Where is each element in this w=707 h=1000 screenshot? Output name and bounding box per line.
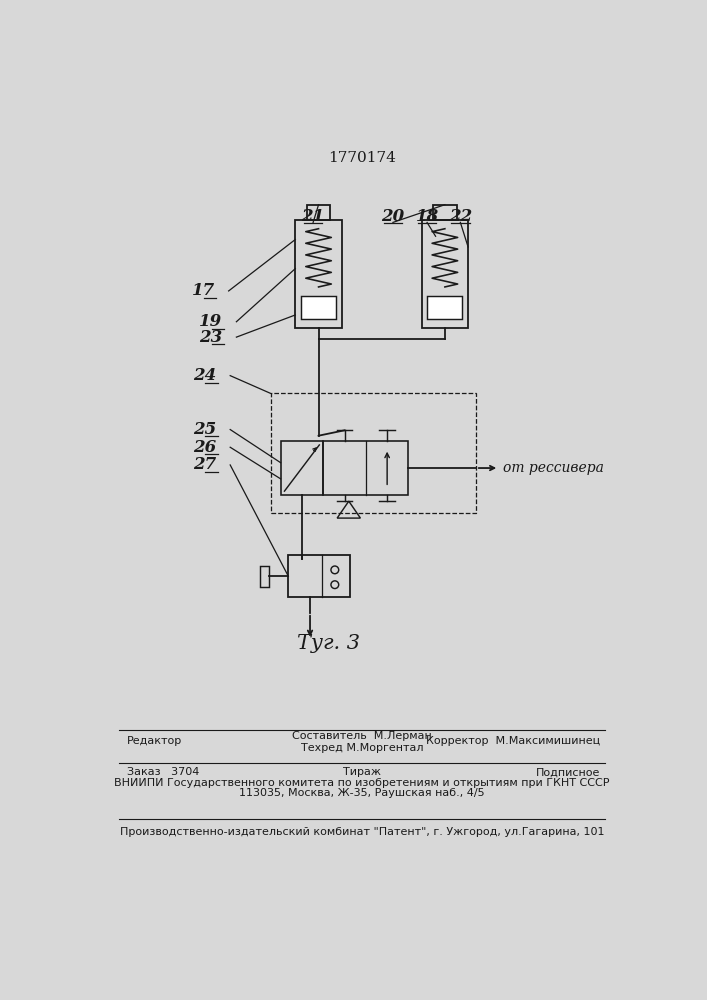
Text: ВНИИПИ Государственного комитета по изобретениям и открытиям при ГКНТ СССР: ВНИИПИ Государственного комитета по изоб… bbox=[115, 778, 609, 788]
Text: Производственно-издательский комбинат "Патент", г. Ужгород, ул.Гагарина, 101: Производственно-издательский комбинат "П… bbox=[119, 827, 604, 837]
Bar bbox=[301, 296, 336, 319]
Text: 26: 26 bbox=[193, 439, 216, 456]
Text: 21: 21 bbox=[301, 208, 325, 225]
Text: Заказ   3704: Заказ 3704 bbox=[127, 767, 199, 777]
Bar bbox=[428, 296, 462, 319]
Text: 1770174: 1770174 bbox=[328, 151, 396, 165]
Bar bbox=[271, 393, 476, 513]
Text: Тираж: Тираж bbox=[343, 767, 381, 777]
Text: Τуг. 3: Τуг. 3 bbox=[297, 634, 360, 653]
Text: 20: 20 bbox=[381, 208, 404, 225]
Bar bbox=[323, 441, 409, 495]
Text: 25: 25 bbox=[193, 421, 216, 438]
Bar bbox=[433, 205, 457, 220]
Text: 22: 22 bbox=[449, 208, 472, 225]
Bar bbox=[296, 220, 341, 328]
Text: Редактор: Редактор bbox=[127, 736, 182, 746]
Text: от рессивера: от рессивера bbox=[503, 461, 604, 475]
Text: 18: 18 bbox=[416, 208, 438, 225]
Text: Составитель  М.Лерман: Составитель М.Лерман bbox=[292, 731, 432, 741]
Bar bbox=[288, 555, 351, 597]
Text: Корректор  М.Максимишинец: Корректор М.Максимишинец bbox=[426, 736, 600, 746]
Bar bbox=[421, 220, 468, 328]
Bar bbox=[281, 441, 323, 495]
Text: 17: 17 bbox=[192, 282, 215, 299]
Text: 113035, Москва, Ж-35, Раушская наб., 4/5: 113035, Москва, Ж-35, Раушская наб., 4/5 bbox=[239, 788, 485, 798]
Text: 23: 23 bbox=[199, 329, 223, 346]
Bar bbox=[259, 566, 269, 587]
Text: Подписное: Подписное bbox=[535, 767, 600, 777]
Text: 24: 24 bbox=[193, 367, 216, 384]
Text: 27: 27 bbox=[193, 456, 216, 473]
Text: 19: 19 bbox=[199, 313, 223, 330]
Text: Техред М.Моргентал: Техред М.Моргентал bbox=[300, 743, 423, 753]
Bar bbox=[307, 205, 330, 220]
